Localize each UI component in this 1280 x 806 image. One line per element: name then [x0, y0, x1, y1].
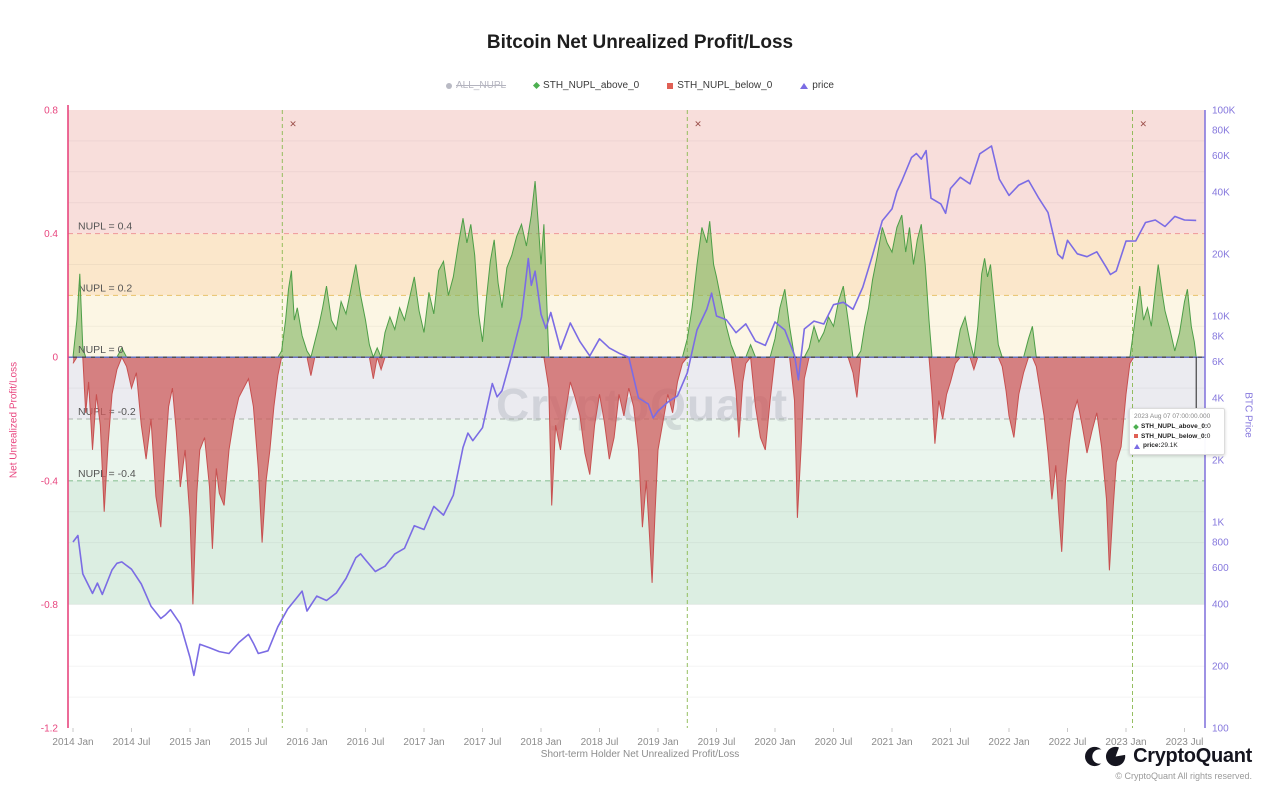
right-axis-tick-label: 80K	[1212, 126, 1230, 137]
right-axis-tick-label: 10K	[1212, 312, 1230, 323]
left-axis-tick-label: 0	[52, 353, 58, 364]
x-axis-tick-label: 2023 Jul	[1166, 737, 1204, 748]
right-axis-tick-label: 100K	[1212, 106, 1236, 117]
event-x-marker-icon: ✕	[1140, 119, 1148, 129]
legend-label: STH_NUPL_below_0	[677, 80, 773, 91]
right-axis-tick-label: 200	[1212, 662, 1229, 673]
background-band	[68, 295, 1205, 358]
brand-row: CryptoQuant	[1085, 744, 1252, 769]
x-axis-subtitle: Short-term Holder Net Unrealized Profit/…	[540, 749, 740, 760]
right-axis-tick-label: 400	[1212, 600, 1229, 611]
tooltip-row: STH_NUPL_above_0 0	[1133, 422, 1220, 432]
x-axis-tick-label: 2021 Jan	[871, 737, 912, 748]
diamond-marker-icon	[533, 81, 541, 90]
left-axis-title: Net Unrealized Profit/Loss	[8, 361, 20, 479]
x-axis-tick-label: 2022 Jan	[988, 737, 1029, 748]
sth-nupl-below-0-outline	[72, 355, 1197, 605]
background-band	[68, 233, 1205, 296]
legend-label: ALL_NUPL	[456, 80, 507, 91]
right-axis-tick-label: 100	[1212, 724, 1229, 735]
right-axis-tick-label: 6K	[1212, 357, 1225, 368]
tooltip-label: price	[1143, 441, 1161, 451]
event-x-marker-icon: ✕	[694, 119, 702, 129]
sth-nupl-below-0-area	[73, 357, 1197, 605]
tooltip-row: STH_NUPL_below_0 0	[1134, 432, 1220, 442]
brand-block: CryptoQuant © CryptoQuant All rights res…	[1085, 744, 1252, 781]
square-marker-icon	[667, 82, 674, 89]
tooltip-row: price 29.1K	[1134, 441, 1220, 451]
copyright-text: © CryptoQuant All rights reserved.	[1115, 771, 1252, 781]
x-axis-tick-label: 2017 Jul	[464, 737, 502, 748]
nupl-threshold-label: NUPL = 0	[78, 344, 124, 356]
price-line	[72, 145, 1197, 677]
left-axis-tick-label: 0.4	[44, 229, 58, 240]
chart-tooltip: 2023 Aug 07 07:00:00.000 STH_NUPL_above_…	[1129, 408, 1225, 455]
legend: ALL_NUPL STH_NUPL_above_0 STH_NUPL_below…	[0, 80, 1280, 91]
legend-item-price[interactable]: price	[800, 80, 834, 91]
axes-layer: 0.8 0.4 0 -0.4 -0.8 -1.2 100K 80K 60K 40K 20K 10K 8K…	[41, 105, 1236, 748]
right-axis-tick-label: 4K	[1212, 394, 1225, 405]
right-axis-tick-label: 20K	[1212, 250, 1230, 261]
tooltip-value: 0	[1207, 422, 1211, 430]
x-axis-tick-label: 2019 Jan	[637, 737, 678, 748]
x-axis-tick-label: 2018 Jan	[520, 737, 561, 748]
x-axis-tick-label: 2023 Jan	[1105, 737, 1146, 748]
x-axis-tick-label: 2020 Jan	[754, 737, 795, 748]
nupl-threshold-label: NUPL = -0.4	[78, 468, 136, 480]
x-axis-tick-label: 2015 Jul	[230, 737, 268, 748]
background-band	[68, 110, 1205, 234]
event-x-marker-icon: ✕	[289, 119, 297, 129]
legend-item-sth-nupl-below-0[interactable]: STH_NUPL_below_0	[667, 80, 772, 91]
legend-item-all-nupl[interactable]: ALL_NUPL	[446, 80, 506, 91]
tooltip-timestamp: 2023 Aug 07 07:00:00.000	[1134, 413, 1211, 420]
left-axis-tick-label: -1.2	[41, 724, 59, 735]
tooltip-value: 0	[1206, 432, 1211, 440]
tooltip-label: STH_NUPL_above_0	[1141, 422, 1207, 432]
sth-nupl-above-0-area	[73, 181, 1197, 358]
x-axis-tick-label: 2021 Jul	[932, 737, 970, 748]
diamond-marker-icon	[1133, 423, 1139, 430]
nupl-threshold-label: NUPL = 0.4	[78, 221, 132, 233]
right-axis-tick-label: 1K	[1212, 518, 1225, 529]
triangle-marker-icon	[800, 82, 809, 89]
right-axis-tick-label: 2K	[1212, 456, 1225, 467]
x-axis-tick-label: 2019 Jul	[698, 737, 736, 748]
x-axis-tick-label: 2020 Jul	[815, 737, 853, 748]
x-axis-tick-label: 2014 Jan	[52, 737, 93, 748]
square-marker-icon	[1134, 434, 1138, 439]
right-axis-tick-label: 800	[1212, 538, 1229, 549]
left-axis-tick-label: -0.8	[41, 600, 59, 611]
background-band	[68, 480, 1205, 605]
x-axis-tick-label: 2014 Jul	[113, 737, 151, 748]
cryptoquant-logo-icon	[1085, 746, 1126, 767]
right-axis-tick-label: 40K	[1212, 188, 1230, 199]
legend-label: STH_NUPL_above_0	[543, 80, 640, 91]
tooltip-label: STH_NUPL_below_0	[1141, 432, 1207, 442]
series-layer: NUPL = 0	[68, 145, 1205, 677]
circle-marker-icon	[446, 82, 453, 89]
x-axis-tick-label: 2018 Jul	[581, 737, 619, 748]
x-axis-tick-label: 2017 Jan	[403, 737, 444, 748]
legend-label: price	[812, 80, 834, 91]
x-axis-tick-label: 2015 Jan	[169, 737, 210, 748]
nupl-threshold-label: NUPL = 0.2	[78, 282, 132, 294]
legend-item-sth-nupl-above-0[interactable]: STH_NUPL_above_0	[533, 80, 640, 91]
x-axis-tick-label: 2016 Jul	[347, 737, 385, 748]
x-axis-tick-label: 2016 Jan	[286, 737, 327, 748]
triangle-marker-icon	[1134, 443, 1140, 449]
right-axis-title: BTC Price	[1242, 392, 1254, 438]
left-axis-tick-label: 0.8	[44, 106, 58, 117]
right-axis-tick-label: 60K	[1212, 151, 1230, 162]
page-title: Bitcoin Net Unrealized Profit/Loss	[486, 32, 794, 53]
tooltip-value: 29.1K	[1160, 442, 1178, 450]
right-axis-tick-label: 8K	[1212, 332, 1225, 343]
brand-name: CryptoQuant	[1133, 745, 1252, 767]
right-axis-tick-label: 600	[1212, 563, 1229, 574]
left-axis-tick-label: -0.4	[41, 476, 59, 487]
x-axis-tick-label: 2022 Jul	[1049, 737, 1087, 748]
